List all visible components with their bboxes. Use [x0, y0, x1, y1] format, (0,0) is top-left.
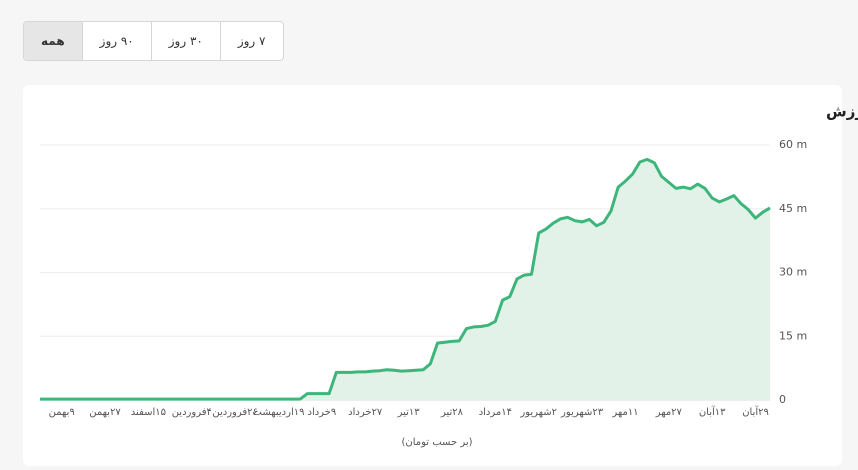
area-fill — [40, 159, 770, 400]
x-tick-label: ۱۳تیر — [397, 407, 421, 418]
x-tick-label: ۲۳شهریور — [560, 407, 604, 418]
x-tick-label: ۲۹آبان — [742, 405, 769, 418]
x-tick-label: ۱۳آبان — [699, 405, 726, 418]
range-tab[interactable]: همه — [24, 22, 82, 60]
range-tab[interactable]: ۹۰ روز — [81, 22, 151, 60]
range-tabs: ۷ روز ۳۰ روز ۹۰ روز همه — [23, 21, 284, 61]
y-tick-label: 0 — [779, 393, 786, 406]
x-tick-label: ۱۴مرداد — [479, 407, 512, 418]
x-tick-label: ۲۷خرداد — [348, 407, 383, 418]
x-tick-label: ۲۷بهمن — [89, 407, 121, 418]
x-tick-label: ۲۷مهر — [655, 407, 683, 418]
range-tab[interactable]: ۷ روز — [219, 22, 283, 60]
x-tick-label: ۱۹اردیبهشت — [253, 407, 305, 418]
y-tick-label: 30 m — [779, 266, 807, 279]
axis-label: (بر حسب تومان) — [401, 437, 472, 448]
x-tick-label: ۲۸تیر — [440, 407, 464, 418]
x-tick-label: ۹بهمن — [49, 407, 75, 418]
chart-title: تاریخچه ارزش — [826, 103, 858, 122]
x-tick-label: ۹خرداد — [307, 407, 336, 418]
x-tick-label: ۲۶فروردین — [212, 407, 258, 418]
x-tick-label: ۲شهریور — [519, 407, 557, 418]
y-tick-label: 60 m — [779, 138, 807, 151]
y-tick-label: 45 m — [779, 202, 807, 215]
x-tick-label: ۴فروردین — [172, 407, 212, 418]
y-tick-label: 15 m — [779, 329, 807, 342]
x-tick-label: ۱۵اسفند — [131, 407, 166, 418]
line — [40, 157, 771, 401]
range-tab[interactable]: ۳۰ روز — [150, 22, 220, 60]
x-tick-label: ۱۱مهر — [611, 407, 638, 418]
